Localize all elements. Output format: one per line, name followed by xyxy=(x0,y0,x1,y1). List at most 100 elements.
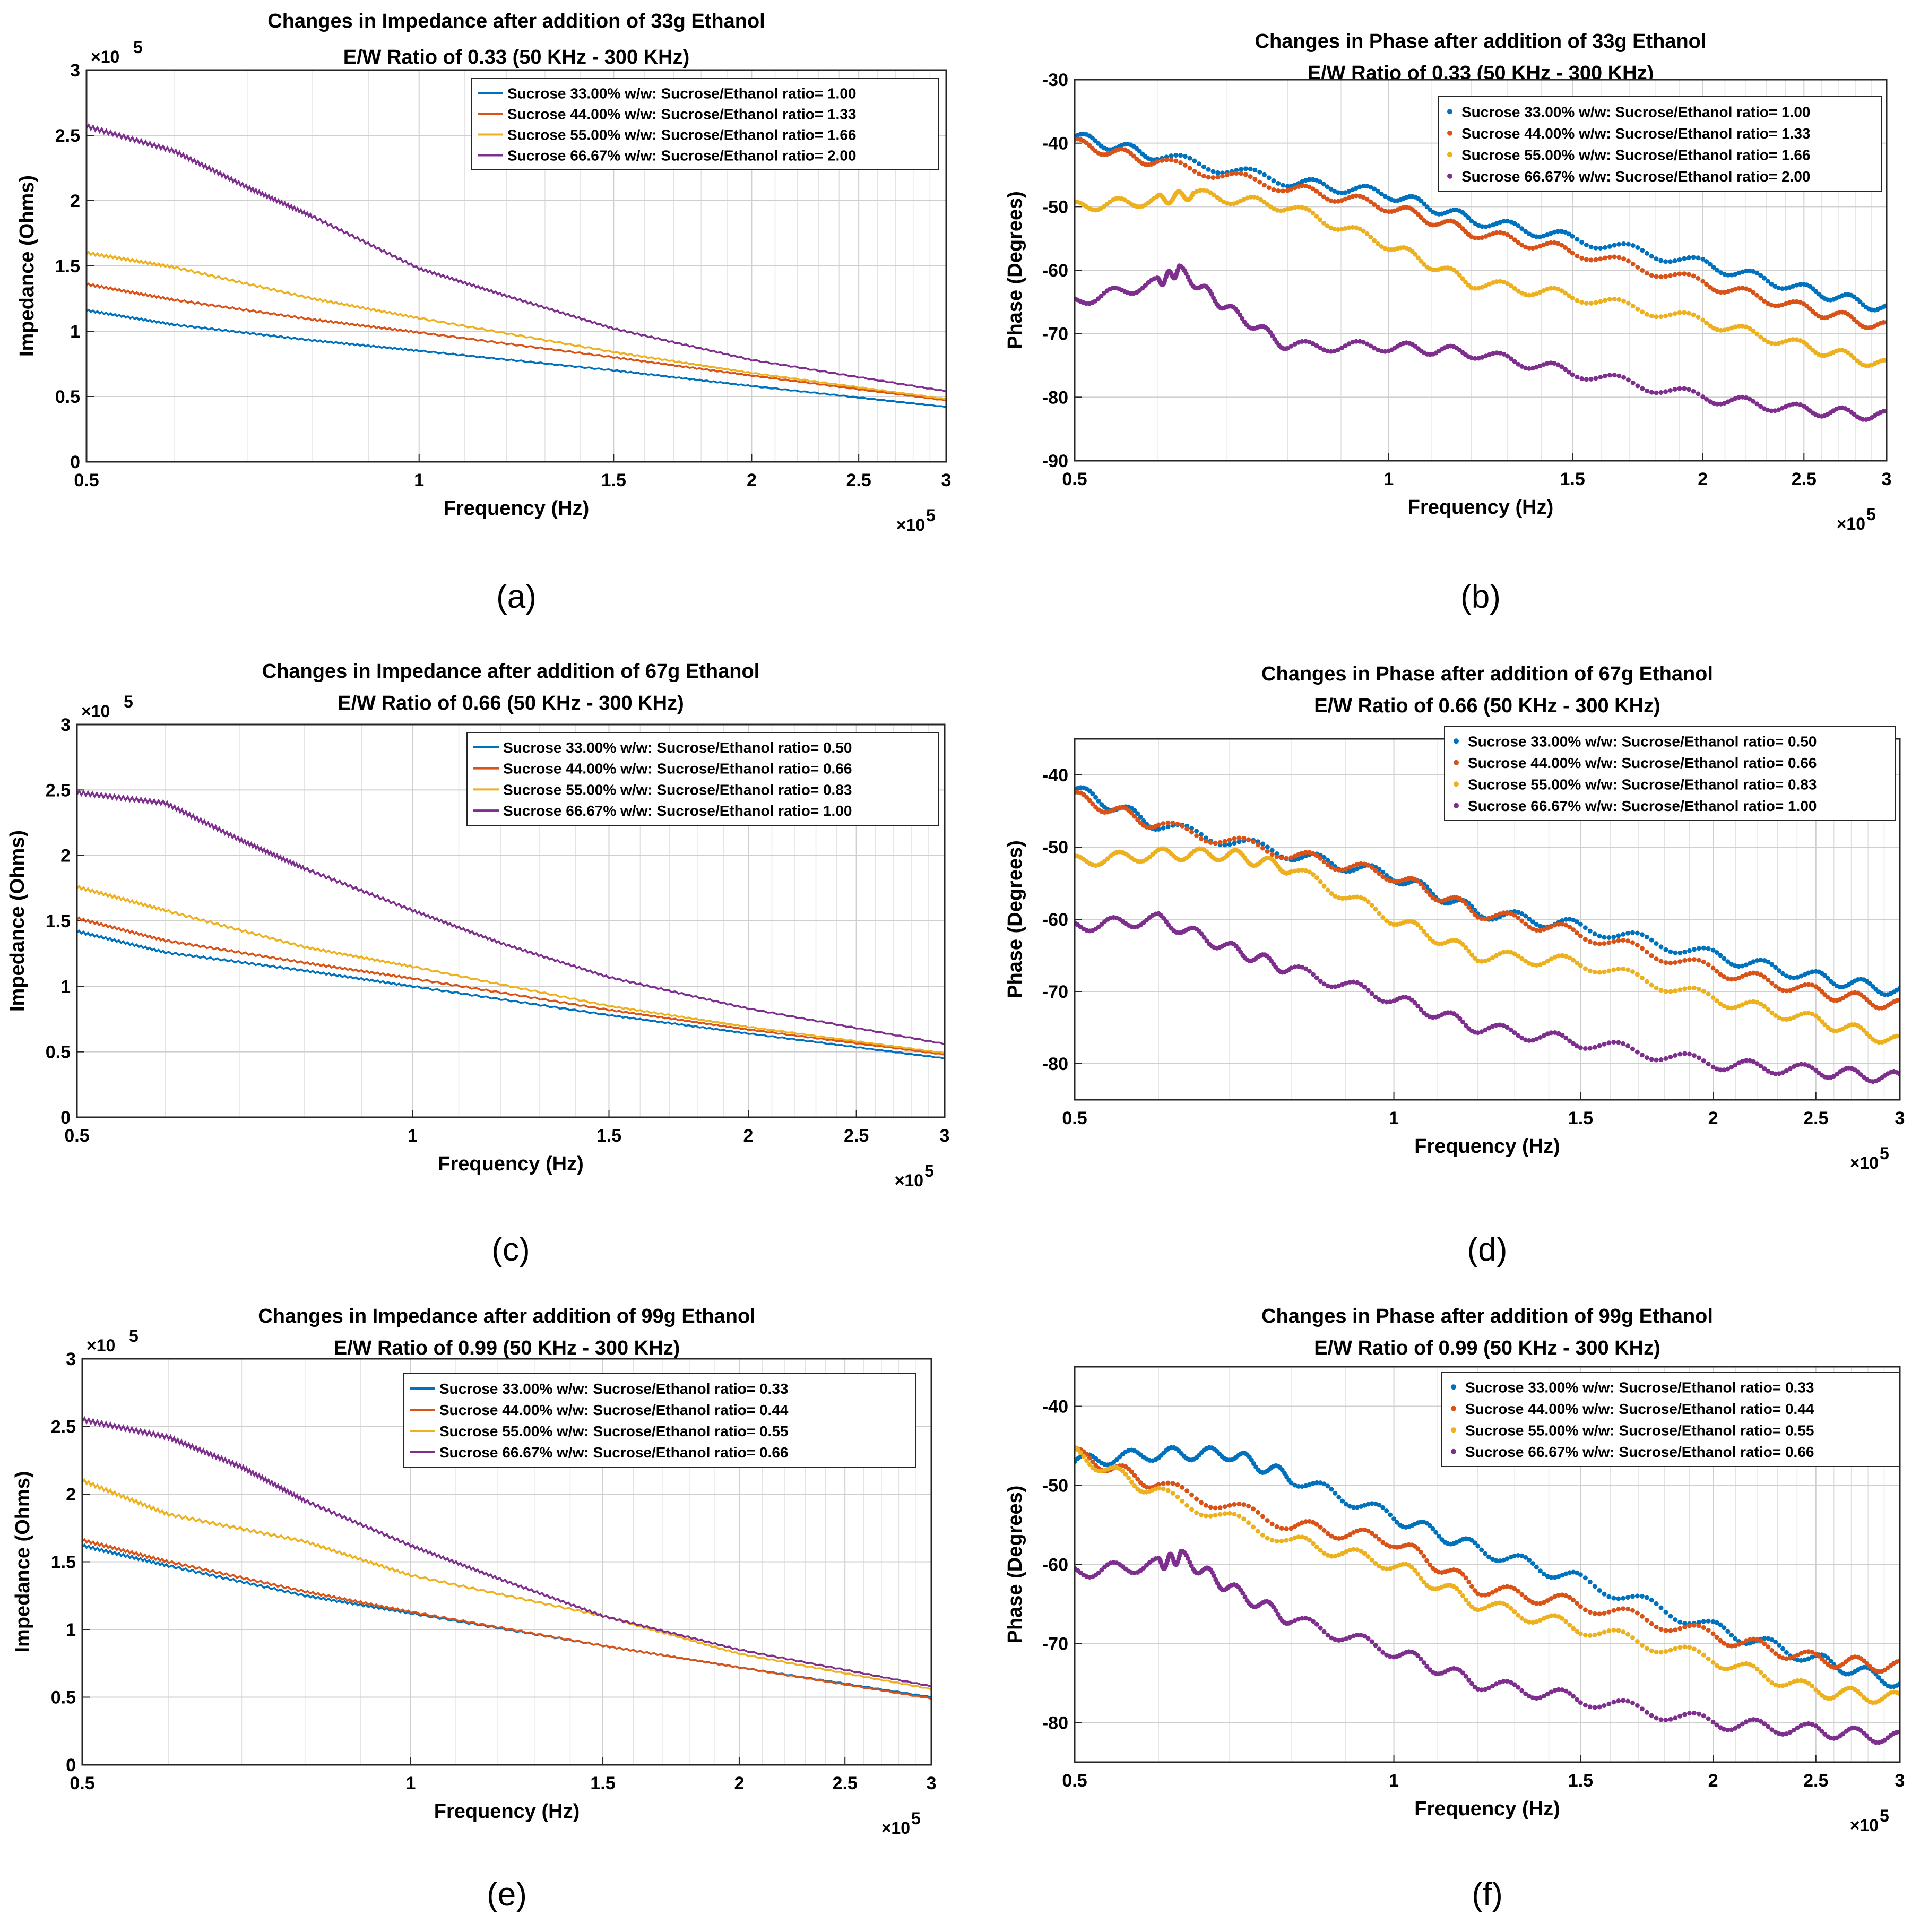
data-point xyxy=(1714,1722,1719,1728)
data-point xyxy=(1715,327,1720,332)
x-multiplier: ×10 xyxy=(895,1171,923,1190)
data-point xyxy=(1262,172,1267,177)
data-point xyxy=(1242,1594,1248,1600)
data-point xyxy=(1479,1547,1484,1552)
data-point xyxy=(1469,355,1474,360)
data-point xyxy=(1292,185,1298,191)
data-point xyxy=(1377,1537,1382,1542)
data-point xyxy=(1379,244,1384,249)
data-point xyxy=(1279,1526,1284,1531)
data-point xyxy=(1215,175,1221,180)
data-point xyxy=(1508,1555,1513,1560)
data-point xyxy=(1210,175,1216,180)
data-point xyxy=(1567,1690,1572,1696)
data-point xyxy=(1329,1533,1334,1539)
data-point xyxy=(1711,401,1716,406)
data-point xyxy=(1711,325,1716,331)
data-point xyxy=(1328,226,1334,231)
legend-entry: Sucrose 55.00% w/w: Sucrose/Ethanol rati… xyxy=(503,781,852,798)
data-point xyxy=(1325,1633,1330,1638)
data-point xyxy=(1519,1592,1525,1597)
data-point xyxy=(1783,339,1788,344)
data-point xyxy=(1430,1526,1435,1531)
data-point xyxy=(1463,1575,1468,1581)
data-point xyxy=(1571,927,1576,933)
data-point xyxy=(1384,1508,1389,1514)
data-point xyxy=(1296,340,1301,345)
data-point xyxy=(1232,836,1237,841)
data-point xyxy=(1307,1538,1312,1543)
data-point xyxy=(1303,339,1308,344)
data-point xyxy=(1649,982,1654,988)
data-point xyxy=(1379,207,1384,212)
data-point xyxy=(1243,166,1248,171)
data-point xyxy=(1555,287,1561,292)
data-point xyxy=(1649,1713,1654,1718)
data-point xyxy=(1686,255,1691,260)
data-point xyxy=(1505,232,1510,237)
data-point xyxy=(1332,188,1337,194)
data-point xyxy=(1530,1600,1535,1605)
data-point xyxy=(1587,1580,1593,1584)
data-point xyxy=(1516,240,1521,245)
data-point xyxy=(1769,408,1774,413)
data-point xyxy=(1292,205,1298,210)
data-point xyxy=(1126,808,1131,813)
data-point xyxy=(1384,999,1389,1005)
data-point xyxy=(1318,1480,1323,1486)
data-point xyxy=(1754,999,1760,1005)
data-point xyxy=(1769,1010,1775,1015)
legend-entry: Sucrose 55.00% w/w: Sucrose/Ethanol rati… xyxy=(1461,146,1810,163)
data-point xyxy=(1687,1623,1692,1628)
data-point xyxy=(1490,955,1495,960)
data-point xyxy=(1354,980,1360,985)
data-point xyxy=(1310,1520,1316,1525)
series-points-2 xyxy=(1075,790,1900,1011)
data-point xyxy=(1504,949,1510,954)
data-point xyxy=(1534,1037,1539,1042)
legend-entry: Sucrose 44.00% w/w: Sucrose/Ethanol rati… xyxy=(1465,1401,1814,1417)
data-point xyxy=(1795,1725,1800,1730)
data-point xyxy=(1486,957,1491,962)
data-point xyxy=(1548,286,1553,291)
data-point xyxy=(1584,300,1589,306)
data-point xyxy=(1784,1650,1789,1655)
data-point xyxy=(1192,158,1197,163)
data-point xyxy=(1382,209,1388,213)
data-point xyxy=(1222,842,1227,848)
data-point xyxy=(1516,953,1521,959)
data-point xyxy=(1634,943,1640,948)
data-point xyxy=(1501,1023,1506,1028)
data-point xyxy=(1663,274,1668,279)
data-point xyxy=(1354,186,1359,191)
data-point xyxy=(1783,286,1788,291)
data-point xyxy=(1523,959,1528,964)
data-point xyxy=(1593,376,1598,381)
data-point xyxy=(1751,290,1756,295)
data-point xyxy=(1582,1575,1588,1581)
data-point xyxy=(1463,1597,1468,1602)
data-point xyxy=(1372,346,1377,351)
series-points-4 xyxy=(1075,263,1887,422)
legend-box xyxy=(466,732,939,826)
data-point xyxy=(1787,988,1793,993)
data-point xyxy=(1300,964,1305,970)
data-point xyxy=(1567,925,1572,930)
data-point xyxy=(1733,1636,1738,1641)
data-point xyxy=(1743,972,1749,977)
x-tick-label: 2 xyxy=(743,1126,754,1146)
data-point xyxy=(1751,959,1756,964)
x-tick-label: 2 xyxy=(1698,469,1708,489)
y-tick-label: 2.5 xyxy=(51,1417,76,1437)
data-point xyxy=(1332,199,1337,204)
data-point xyxy=(1663,259,1668,264)
data-point xyxy=(1333,984,1338,989)
data-point xyxy=(1575,1629,1579,1634)
data-point xyxy=(1715,401,1720,407)
legend-box xyxy=(1441,1372,1900,1467)
data-point xyxy=(1784,973,1789,979)
data-point xyxy=(1560,1033,1565,1038)
data-point xyxy=(1682,1644,1688,1650)
data-point xyxy=(1597,1631,1602,1636)
data-point xyxy=(1630,940,1635,945)
